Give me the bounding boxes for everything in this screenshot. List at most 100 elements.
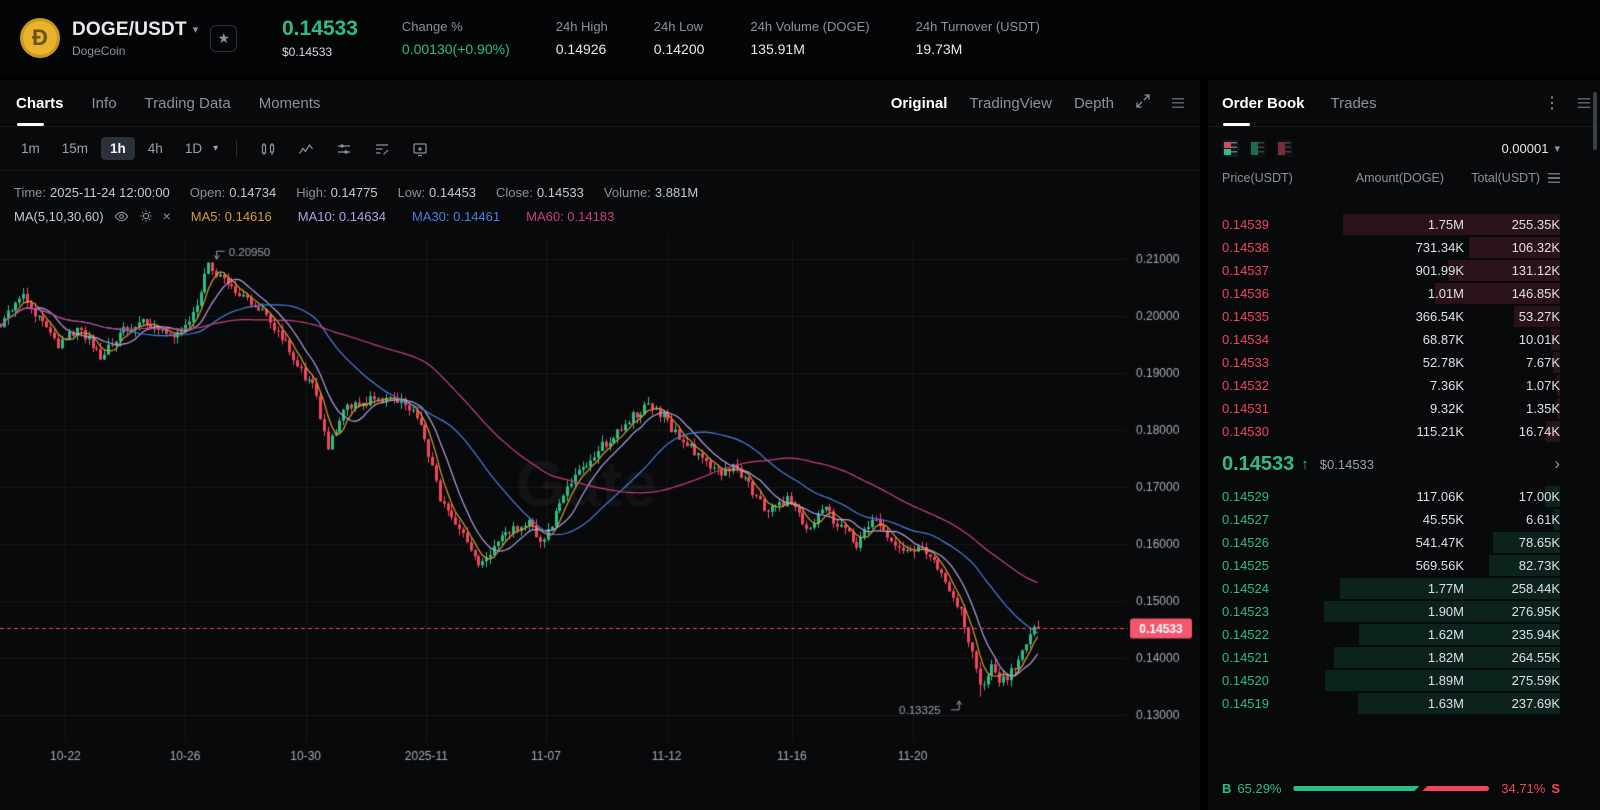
indicator-sliders-icon[interactable] [325,141,363,157]
timeframe-1m[interactable]: 1m [21,141,40,156]
tab-trading-data[interactable]: Trading Data [144,94,231,112]
bid-total: 237.69K [1511,696,1560,711]
ob-mode-asks-icon[interactable] [1276,139,1293,157]
ob-mode-default-icon[interactable] [1222,139,1239,157]
candlestick-chart-icon[interactable] [249,141,287,157]
depth-bar [1435,283,1560,304]
chart-panel-handle-icon[interactable] [1172,98,1184,108]
bid-amount: 1.89M [1427,673,1464,688]
bid-amount: 1.77M [1427,581,1464,596]
asks-list: 0.14539 1.75M 255.35K 0.14538 731.34K 106.32K… [1208,213,1600,443]
bid-row[interactable]: 0.14527 45.55K 6.61K [1208,508,1600,531]
pair-dropdown-caret-icon[interactable]: ▾ [192,24,199,36]
drawing-tools-icon[interactable] [363,141,401,157]
price-up-arrow-icon: ↑ [1301,455,1309,473]
ohlc-close-label: Close: [496,185,533,200]
ohlc-open-label: Open: [189,185,226,200]
tab-order-book[interactable]: Order Book [1222,80,1305,126]
timeframe-dropdown-caret-icon[interactable]: ▾ [213,143,219,154]
stat-volume-label: 24h Volume (DOGE) [750,19,870,34]
bid-row[interactable]: 0.14520 1.89M 275.59K [1208,669,1600,692]
ohlc-high-label: High: [296,185,327,200]
view-original[interactable]: Original [890,94,948,112]
bid-total: 82.73K [1518,558,1560,573]
ask-row[interactable]: 0.14538 731.34K 106.32K [1208,236,1600,259]
ask-row[interactable]: 0.14531 9.32K 1.35K [1208,397,1600,420]
bid-row[interactable]: 0.14523 1.90M 276.95K [1208,600,1600,623]
bid-row[interactable]: 0.14529 117.06K 17.00K [1208,485,1600,508]
ohlc-open-value: 0.14734 [229,185,277,200]
depth-bar [1448,260,1560,281]
ask-total: 106.32K [1511,240,1560,255]
orderbook-handle-icon[interactable] [1578,98,1590,108]
bid-row[interactable]: 0.14522 1.62M 235.94K [1208,623,1600,646]
ohlc-info-row: Time: 2025-11-24 12:00:00 Open: 0.14734 Hi… [14,185,698,200]
ask-row[interactable]: 0.14537 901.99K 131.12K [1208,259,1600,282]
bid-row[interactable]: 0.14521 1.82M 264.55K [1208,646,1600,669]
timeframe-4h[interactable]: 4h [147,141,163,156]
ob-mode-bids-icon[interactable] [1249,139,1266,157]
tab-moments[interactable]: Moments [258,94,321,112]
ask-amount: 9.32K [1430,401,1464,416]
tab-trades[interactable]: Trades [1330,94,1377,112]
timeframe-1d[interactable]: 1D [184,141,203,156]
view-tradingview[interactable]: TradingView [969,94,1052,112]
bid-total: 275.59K [1511,673,1560,688]
ask-row[interactable]: 0.14533 52.78K 7.67K [1208,351,1600,374]
bid-row[interactable]: 0.14525 569.56K 82.73K [1208,554,1600,577]
bid-price: 0.14529 [1222,489,1269,504]
bid-row[interactable]: 0.14519 1.63M 237.69K [1208,692,1600,715]
total-sort-icon[interactable] [1548,173,1560,183]
ask-amount: 901.99K [1415,263,1464,278]
current-price: 0.14533 [1222,452,1295,475]
timeframe-15m[interactable]: 15m [61,141,89,156]
ask-row[interactable]: 0.14535 366.54K 53.27K [1208,305,1600,328]
bid-row[interactable]: 0.14524 1.77M 258.44K [1208,577,1600,600]
precision-select[interactable]: 0.00001 ▾ [1501,141,1560,156]
col-total: Total(USDT) [1471,171,1540,185]
depth-bar [1343,214,1560,235]
bid-total: 6.61K [1526,512,1560,527]
depth-bar [1325,670,1560,691]
ask-row[interactable]: 0.14539 1.75M 255.35K [1208,213,1600,236]
ma-settings-icon[interactable] [139,209,153,223]
bid-amount: 1.90M [1427,604,1464,619]
ohlc-time-label: Time: [14,185,47,200]
pair-name[interactable]: DOGE/USDT [72,18,187,40]
ohlc-time-value: 2025-11-24 12:00:00 [50,185,170,200]
ask-row[interactable]: 0.14530 115.21K 16.74K [1208,420,1600,443]
eye-icon[interactable] [114,209,129,224]
expand-icon[interactable] [1136,94,1150,112]
tab-charts[interactable]: Charts [16,80,64,126]
star-icon: ★ [217,29,231,46]
scrollbar-thumb[interactable] [1593,92,1597,150]
orderbook-column-headers: Price(USDT) Amount(DOGE) Total(USDT) [1208,169,1600,189]
ask-row[interactable]: 0.14534 68.87K 10.01K [1208,328,1600,351]
bid-amount: 117.06K [1416,489,1464,504]
stat-high-label: 24h High [555,19,608,34]
chart-window-icon[interactable] [401,141,439,157]
ask-row[interactable]: 0.14536 1.01M 146.85K [1208,282,1600,305]
toolbar-divider [236,140,238,157]
ma10-value: MA10: 0.14634 [297,208,386,224]
chevron-right-icon[interactable]: › [1554,454,1560,473]
order-book-panel: Order Book Trades ⋮ 0.00001 ▾ Price(USDT… [1208,80,1600,810]
buy-ratio-pct: 65.29% [1237,781,1282,796]
tab-info[interactable]: Info [91,94,117,112]
bid-price: 0.14526 [1222,535,1269,550]
line-chart-icon[interactable] [287,141,325,157]
view-depth[interactable]: Depth [1073,94,1114,112]
bid-row[interactable]: 0.14526 541.47K 78.65K [1208,531,1600,554]
timeframe-1h[interactable]: 1h [101,137,135,160]
ask-amount: 731.34K [1415,240,1464,255]
more-menu-icon[interactable]: ⋮ [1544,95,1560,112]
stat-turnover-value: 19.73M [915,41,963,57]
bid-price: 0.14525 [1222,558,1269,573]
ask-row[interactable]: 0.14532 7.36K 1.07K [1208,374,1600,397]
depth-bar [1553,352,1560,373]
favorite-button[interactable]: ★ [210,24,238,52]
price-chart-canvas[interactable] [0,171,1200,810]
ma-close-icon[interactable]: × [162,208,171,224]
ask-amount: 52.78K [1422,355,1464,370]
bid-total: 78.65K [1518,535,1560,550]
